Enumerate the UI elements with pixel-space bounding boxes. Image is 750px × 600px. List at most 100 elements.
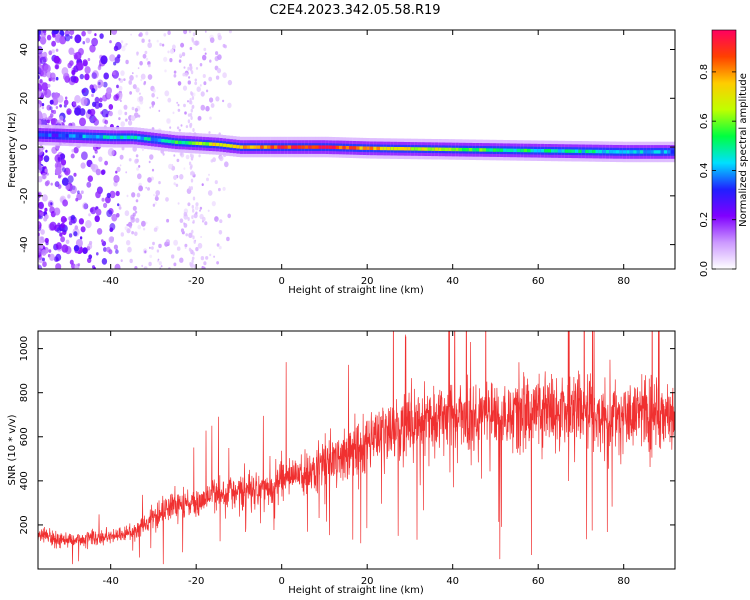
ridge-core	[663, 150, 668, 154]
ridge-core	[345, 146, 350, 150]
ridge-core	[598, 149, 603, 154]
ridge-core	[205, 142, 210, 146]
noise-cell	[163, 56, 168, 62]
ridge-core	[547, 149, 552, 153]
ridge-core	[113, 135, 117, 139]
noise-cell	[79, 117, 86, 127]
noise-cell	[67, 216, 71, 221]
noise-cell	[183, 223, 188, 228]
noise-cell	[137, 173, 142, 180]
noise-cell	[73, 231, 78, 237]
ridge-core	[232, 144, 237, 149]
ridge-core	[79, 134, 83, 138]
noise-cell	[78, 218, 84, 225]
noise-cell	[65, 239, 70, 244]
ridge-core	[219, 143, 223, 147]
noise-cell	[168, 163, 173, 170]
ridge-core	[332, 145, 336, 149]
ridge-core	[400, 147, 405, 151]
noise-cell	[173, 74, 177, 78]
noise-cell	[43, 155, 50, 163]
ridge-core	[304, 145, 309, 149]
noise-cell	[190, 186, 193, 191]
noise-cell	[163, 33, 167, 37]
x-tick-label: 40	[446, 576, 459, 587]
noise-cell	[206, 89, 209, 93]
noise-cell	[193, 41, 196, 45]
noise-cell	[82, 247, 88, 255]
noise-cell	[94, 101, 101, 109]
noise-cell	[44, 88, 52, 98]
noise-cell	[180, 42, 185, 48]
ridge-core	[571, 149, 576, 153]
noise-cell	[148, 39, 151, 43]
ridge-core	[366, 146, 370, 150]
noise-cell	[67, 194, 71, 199]
noise-cell	[182, 72, 186, 77]
ridge-core	[277, 145, 281, 149]
ridge-core	[434, 147, 439, 151]
noise-cell	[188, 232, 193, 238]
ridge-core	[636, 150, 641, 154]
noise-cell	[56, 227, 62, 234]
noise-cell	[125, 59, 129, 65]
noise-cell	[191, 256, 195, 260]
noise-cell	[48, 78, 52, 82]
noise-cell	[54, 34, 62, 43]
noise-cell	[193, 239, 196, 244]
noise-cell	[205, 105, 210, 112]
noise-cell	[207, 209, 210, 212]
noise-cell	[195, 67, 199, 70]
noise-cell	[199, 84, 202, 87]
ridge-core	[564, 149, 569, 153]
noise-cell	[129, 75, 134, 81]
noise-cell	[129, 225, 132, 229]
x-tick-label: 40	[446, 276, 459, 287]
noise-cell	[211, 201, 216, 207]
noise-cell	[108, 249, 113, 255]
noise-cell	[190, 178, 194, 183]
ridge-core	[510, 148, 514, 152]
snr-x-label: Height of straight line (km)	[288, 585, 424, 596]
ridge-core	[414, 147, 418, 151]
noise-cell	[228, 30, 232, 34]
noise-cell	[149, 154, 154, 160]
noise-cell	[179, 174, 184, 180]
noise-cell	[71, 263, 76, 269]
x-tick-label: 80	[617, 276, 630, 287]
noise-cell	[85, 220, 92, 229]
ridge-core	[270, 145, 275, 149]
ridge-core	[130, 135, 134, 139]
noise-cell	[148, 261, 152, 267]
ridge-core	[448, 147, 452, 152]
noise-cell	[98, 97, 103, 103]
snr-marks	[38, 331, 675, 565]
noise-cell	[124, 43, 127, 47]
noise-cell	[94, 215, 100, 223]
noise-cell	[208, 173, 210, 176]
noise-cell	[115, 249, 119, 254]
noise-cell	[55, 106, 59, 109]
ridge-core	[89, 134, 93, 139]
x-tick-label: 80	[617, 576, 630, 587]
noise-cell	[54, 167, 62, 176]
noise-cell	[74, 225, 79, 230]
noise-cell	[39, 236, 45, 243]
noise-cell	[187, 119, 191, 124]
noise-cell	[195, 211, 198, 215]
noise-cell	[169, 48, 175, 54]
ridge-core	[291, 145, 295, 149]
noise-cell	[192, 128, 195, 132]
noise-cell	[118, 85, 123, 92]
noise-cell	[71, 149, 75, 153]
y-tick-label: 800	[19, 383, 30, 402]
noise-cell	[38, 45, 43, 55]
noise-cell	[120, 121, 125, 127]
noise-cell	[187, 80, 191, 85]
noise-cell	[173, 154, 176, 157]
ridge-core	[626, 150, 630, 154]
noise-cell	[96, 252, 99, 256]
ridge-core	[209, 142, 213, 146]
noise-cell	[91, 72, 97, 79]
noise-cell	[128, 120, 133, 126]
